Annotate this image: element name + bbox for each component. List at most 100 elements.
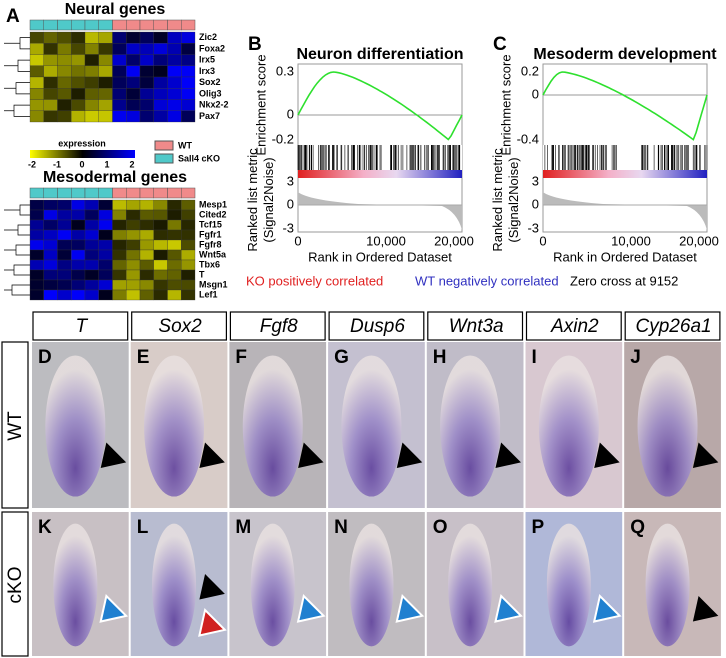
legend-swatch bbox=[154, 140, 174, 151]
heat-cell bbox=[98, 65, 113, 78]
embryo bbox=[448, 523, 493, 647]
arrowhead bbox=[298, 442, 324, 469]
heat-cell bbox=[153, 76, 168, 89]
rank-bar bbox=[543, 170, 707, 178]
heat-cell bbox=[98, 289, 113, 301]
x-tick: 10,000 bbox=[611, 233, 651, 248]
heat-cell bbox=[98, 259, 113, 271]
image-label: N bbox=[334, 517, 348, 538]
heat-cell bbox=[139, 199, 154, 211]
heat-cell bbox=[181, 209, 196, 221]
heat-cell bbox=[167, 76, 182, 89]
heat-cell bbox=[84, 76, 99, 89]
gene-header: Axin2 bbox=[550, 316, 599, 337]
group-strip bbox=[126, 187, 141, 199]
heat-cell bbox=[153, 249, 168, 261]
heat-cell bbox=[112, 259, 127, 271]
heat-cell bbox=[57, 31, 72, 44]
heat-cell bbox=[71, 289, 86, 301]
heat-cell bbox=[29, 65, 44, 78]
image-label: M bbox=[235, 517, 251, 538]
heat-cell bbox=[112, 88, 127, 100]
metric-label: Ranked list metric(Signal2Noise) bbox=[490, 148, 521, 252]
heat-cell bbox=[126, 229, 141, 241]
heat-cell bbox=[167, 199, 182, 211]
heat-cell bbox=[71, 279, 86, 291]
heat-cell bbox=[112, 54, 127, 66]
group-strip bbox=[43, 187, 58, 199]
x-tick: 20,000 bbox=[434, 233, 474, 248]
es-tick: 0.3 bbox=[276, 63, 294, 78]
heat-cell bbox=[43, 239, 58, 251]
heat-cell bbox=[43, 88, 58, 100]
gene-header-box bbox=[229, 311, 326, 341]
colorbar-tick: 1 bbox=[104, 159, 109, 169]
heat-cell bbox=[57, 99, 72, 111]
gene-label: Irx3 bbox=[199, 66, 215, 76]
image-label: O bbox=[433, 517, 448, 538]
heat-cell bbox=[71, 199, 86, 211]
heat-cell bbox=[98, 229, 113, 241]
barcode-bg bbox=[543, 145, 707, 170]
heat-cell bbox=[112, 249, 127, 261]
heat-cell bbox=[167, 99, 182, 111]
panel-label: B bbox=[248, 34, 262, 55]
heat-cell bbox=[153, 65, 168, 78]
heat-cell bbox=[153, 289, 168, 301]
gene-header-box bbox=[328, 311, 425, 341]
heat-cell bbox=[167, 88, 182, 100]
heat-cell bbox=[71, 249, 86, 261]
heat-cell bbox=[181, 219, 196, 231]
embryo bbox=[440, 355, 501, 497]
group-strip bbox=[98, 19, 113, 31]
legend-label: Sall4 cKO bbox=[178, 153, 220, 163]
heat-cell bbox=[84, 110, 99, 123]
gene-header: Wnt3a bbox=[449, 316, 504, 337]
heat-cell bbox=[167, 31, 182, 44]
group-strip bbox=[71, 187, 86, 199]
panel-label: C bbox=[493, 34, 507, 55]
group-strip bbox=[167, 19, 182, 31]
heat-cell bbox=[43, 54, 58, 66]
heat-cell bbox=[181, 31, 196, 44]
heat-cell bbox=[112, 279, 127, 291]
heat-cell bbox=[71, 76, 86, 89]
heat-cell bbox=[57, 110, 72, 123]
image-label: Q bbox=[630, 517, 645, 538]
group-strip bbox=[43, 19, 58, 31]
group-strip bbox=[126, 19, 141, 31]
heat-cell bbox=[181, 76, 196, 89]
heat-cell bbox=[43, 43, 58, 55]
embryo bbox=[637, 355, 698, 497]
heat-cell bbox=[112, 65, 127, 78]
heat-cell bbox=[98, 279, 113, 291]
heat-cell bbox=[126, 43, 141, 55]
image-label: E bbox=[137, 347, 150, 368]
dendrogram bbox=[4, 204, 30, 296]
heat-cell bbox=[139, 229, 154, 241]
heat-cell bbox=[43, 99, 58, 111]
row-label-box bbox=[1, 511, 29, 657]
heat-cell bbox=[84, 43, 99, 55]
heat-cell bbox=[167, 219, 182, 231]
heat-cell bbox=[98, 31, 113, 44]
metric-label-line: (Signal2Noise) bbox=[261, 157, 276, 242]
heat-cell bbox=[167, 249, 182, 261]
heat-cell bbox=[29, 43, 44, 55]
gene-label: Msgn1 bbox=[199, 279, 228, 289]
group-strip bbox=[84, 19, 99, 31]
heat-cell bbox=[71, 88, 86, 100]
heat-cell bbox=[43, 289, 58, 301]
heat-cell bbox=[71, 65, 86, 78]
heat-cell bbox=[112, 239, 127, 251]
group-strip bbox=[57, 19, 72, 31]
embryo bbox=[341, 355, 402, 497]
image-label: G bbox=[334, 347, 349, 368]
heat-cell bbox=[43, 269, 58, 281]
heat-cell bbox=[126, 199, 141, 211]
embryo bbox=[538, 355, 599, 497]
heat-cell bbox=[98, 199, 113, 211]
heat-cell bbox=[57, 76, 72, 89]
arrowhead bbox=[199, 574, 225, 600]
heat-cell bbox=[139, 54, 154, 66]
